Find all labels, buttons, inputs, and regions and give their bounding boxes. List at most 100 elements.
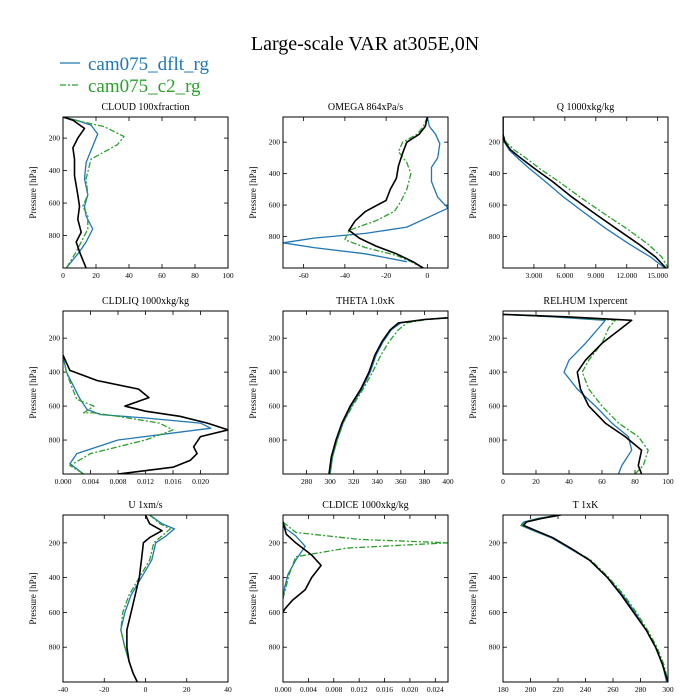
x-tick-label: 0.016 [165,477,182,486]
panel-title: CLDICE 1000xkg/kg [322,500,408,511]
y-axis-label: Pressure [hPa] [468,166,478,218]
y-tick-label: 600 [49,402,61,411]
series-line-cam075_dflt_rg [283,521,306,599]
panel-title: CLOUD 100xfraction [101,102,189,113]
x-tick-label: 340 [372,477,384,486]
y-tick-label: 600 [489,201,501,210]
y-tick-label: 400 [269,573,281,582]
y-tick-label: 600 [489,608,501,617]
x-tick-label: 280 [301,477,313,486]
x-tick-label: 300 [325,477,337,486]
panel-title: U 1xm/s [128,500,162,511]
x-tick-label: 20 [532,477,540,486]
y-tick-label: 800 [269,643,281,652]
panel-title: RELHUM 1xpercent [543,296,627,307]
y-tick-label: 400 [269,169,281,178]
series-line-cam075_dflt_rg [283,117,448,263]
x-tick-label: 0.020 [401,685,418,694]
panel-5: THETA 1.0xK Pressure [hPa] 200 400 600 800 280… [248,296,454,486]
y-tick-label: 200 [489,138,501,147]
y-tick-label: 200 [49,538,61,547]
x-tick-label: 0.008 [110,477,127,486]
x-tick-label: 15.000 [647,271,668,280]
x-tick-label: 240 [580,685,592,694]
series-line-cam075_dflt_rg [63,354,212,474]
panel-title: OMEGA 864xPa/s [328,102,403,113]
legend: cam075_dflt_rg cam075_c2_rg [60,54,210,97]
y-tick-label: 200 [269,138,281,147]
plot-frame [282,514,449,683]
plot-frame [502,116,669,269]
series-line-cam075_c2_rg [283,521,448,599]
x-tick-label: 0.000 [275,685,292,694]
x-tick-label: 80 [631,477,639,486]
x-tick-label: 200 [525,685,537,694]
x-tick-label: 100 [662,477,674,486]
y-tick-label: 400 [49,166,61,175]
series-line-cam075_c2_rg [521,515,668,682]
series-line-black [503,313,643,474]
y-tick-label: 200 [489,538,501,547]
y-axis-label: Pressure [hPa] [28,572,38,624]
x-tick-label: 100 [222,271,234,280]
y-tick-label: 800 [489,643,501,652]
series-group [503,313,649,474]
x-tick-label: 180 [497,685,509,694]
x-tick-label: 300 [662,685,674,694]
x-tick-label: 20 [183,685,191,694]
x-tick-label: 40 [565,477,573,486]
y-axis-label: Pressure [hPa] [248,366,258,418]
y-tick-label: 400 [269,368,281,377]
x-tick-label: 0.004 [82,477,99,486]
y-tick-label: 800 [489,436,501,445]
x-tick-label: 360 [395,477,407,486]
series-group [283,117,448,268]
series-line-black [522,515,668,682]
x-tick-label: 0.016 [376,685,393,694]
x-tick-label: 0 [501,477,505,486]
x-tick-label: 60 [158,271,166,280]
series-line-black [348,117,429,268]
y-tick-label: 600 [49,199,61,208]
x-tick-label: 60 [598,477,606,486]
series-line-black [503,117,667,268]
y-tick-label: 200 [49,134,61,143]
series-group [63,117,125,268]
x-tick-label: -60 [299,271,309,280]
series-group [520,515,668,682]
x-tick-label: 0 [61,271,65,280]
y-tick-label: 400 [49,573,61,582]
y-tick-label: 600 [49,608,61,617]
y-tick-label: 600 [269,402,281,411]
x-tick-label: 320 [348,477,360,486]
y-axis-label: Pressure [hPa] [468,366,478,418]
y-tick-label: 800 [49,436,61,445]
panel-title: CLDLIQ 1000xkg/kg [102,296,189,307]
series-line-black [126,515,163,682]
x-tick-label: 0.000 [55,477,72,486]
y-axis-label: Pressure [hPa] [248,572,258,624]
panel-2: OMEGA 864xPa/s Pressure [hPa] 200 400 600 800… [248,102,449,280]
series-line-cam075_c2_rg [503,313,649,474]
x-tick-label: 80 [191,271,199,280]
panel-3: Q 1000xkg/kg Pressure [hPa] 200 400 600 800 3.… [468,102,669,280]
x-tick-label: -40 [58,685,68,694]
x-tick-label: 0.024 [427,685,444,694]
x-tick-label: 380 [419,477,431,486]
y-tick-label: 400 [489,169,501,178]
series-line-cam075_c2_rg [344,117,428,268]
y-tick-label: 600 [269,201,281,210]
x-tick-label: 0.020 [192,477,209,486]
x-tick-label: -20 [99,685,109,694]
y-tick-label: 200 [49,334,61,343]
plot-frame [502,514,669,683]
x-tick-label: 220 [552,685,564,694]
y-tick-label: 800 [49,231,61,240]
x-tick-label: 3.000 [526,271,543,280]
plot-frame [62,116,229,269]
y-tick-label: 200 [269,538,281,547]
plot-frame [282,116,449,269]
series-line-cam075_dflt_rg [63,117,99,268]
